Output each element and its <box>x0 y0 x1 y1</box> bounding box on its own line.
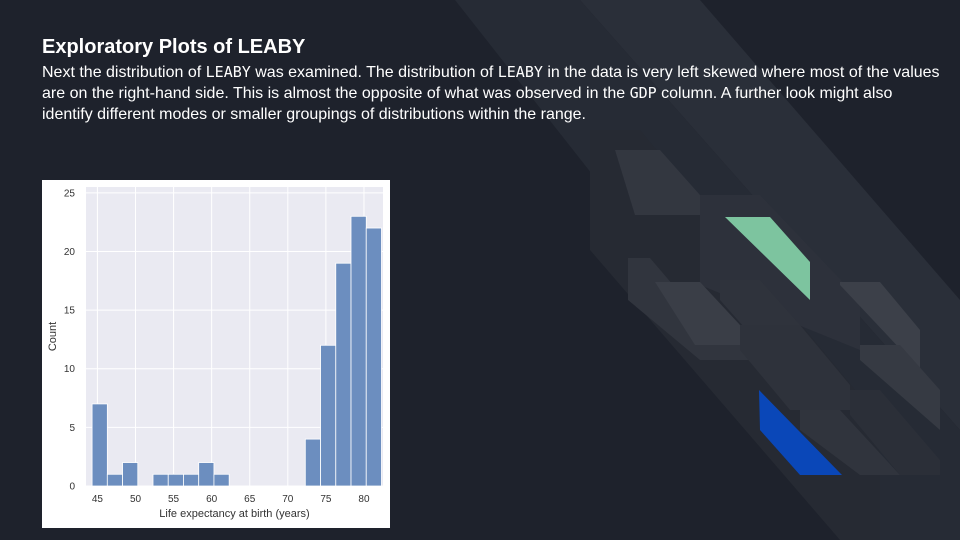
body-text-part: was examined. The distribution of <box>250 64 498 81</box>
x-tick-label: 65 <box>244 494 256 505</box>
x-tick-label: 60 <box>206 494 218 505</box>
histogram-bar <box>167 473 184 487</box>
histogram-bar <box>213 473 230 487</box>
histogram-chart: 0 5 10 15 20 25 45 50 55 60 65 70 75 80 Life expectanc… <box>42 180 390 528</box>
histogram-bar <box>365 227 382 487</box>
histogram-bar <box>91 403 108 487</box>
slide-title: Exploratory Plots of LEABY <box>42 36 306 58</box>
histogram-bar <box>320 344 337 487</box>
slide-body-text: Next the distribution of LEABY was exami… <box>42 62 942 125</box>
y-tick-label: 25 <box>64 188 76 199</box>
histogram-bar <box>335 262 352 487</box>
histogram-bar <box>106 473 123 487</box>
x-tick-label: 50 <box>130 494 142 505</box>
blue-accent-shape <box>759 390 842 475</box>
y-tick-label: 10 <box>64 364 76 375</box>
code-term: LEABY <box>497 63 543 81</box>
y-tick-label: 0 <box>69 482 75 493</box>
histogram-svg: 0 5 10 15 20 25 45 50 55 60 65 70 75 80 Life expectanc… <box>47 187 383 520</box>
x-tick-label: 75 <box>320 494 332 505</box>
green-accent-shape <box>725 217 810 300</box>
body-text-part: column. A further look might also identi… <box>42 85 893 123</box>
body-text-part: Next the distribution of <box>42 64 206 81</box>
y-tick-label: 20 <box>64 247 76 258</box>
y-axis-label: Count <box>47 322 59 351</box>
y-tick-label: 5 <box>69 423 75 434</box>
body-text-part: in the data is very left skewed where mo… <box>42 64 940 102</box>
x-axis-label: Life expectancy at birth (years) <box>159 508 309 520</box>
x-tick-label: 45 <box>92 494 104 505</box>
diagonal-stripes <box>455 0 960 540</box>
x-tick-label: 80 <box>358 494 370 505</box>
code-term: LEABY <box>205 63 251 81</box>
code-term: GDP <box>629 84 657 102</box>
histogram-bar <box>183 473 200 487</box>
x-tick-label: 70 <box>282 494 294 505</box>
x-tick-label: 55 <box>168 494 180 505</box>
histogram-bar <box>198 462 215 487</box>
y-tick-label: 15 <box>64 306 76 317</box>
histogram-bar <box>122 462 139 487</box>
histogram-bar <box>350 215 367 487</box>
histogram-bar <box>304 438 321 487</box>
histogram-bar <box>152 473 169 487</box>
